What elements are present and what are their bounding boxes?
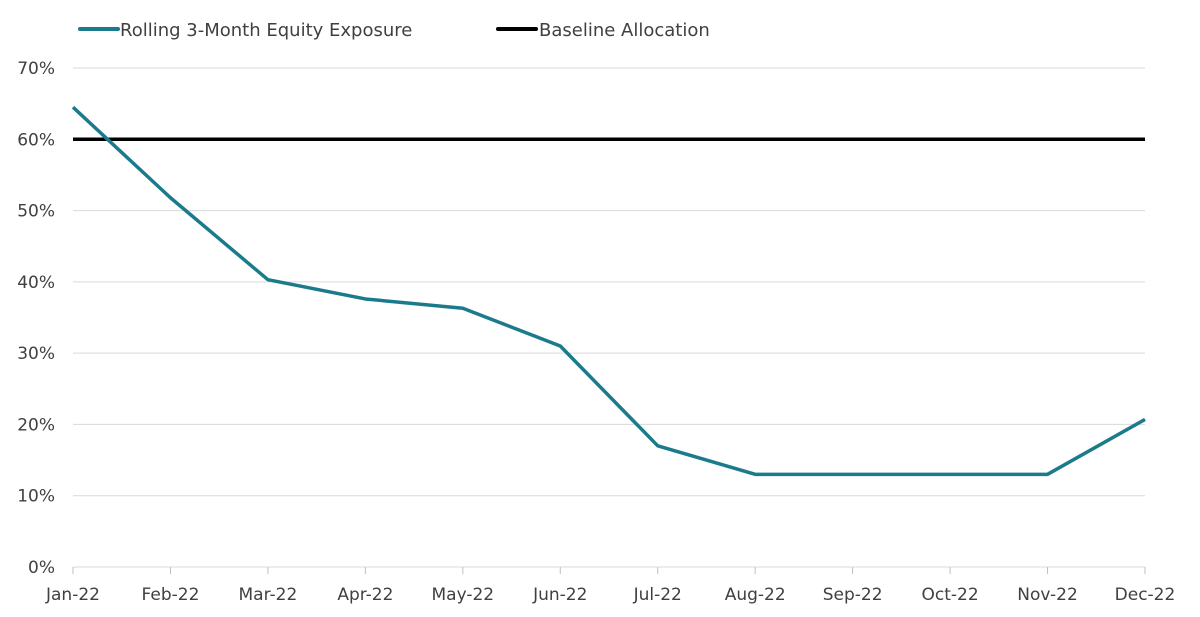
x-tick-label: Jul-22	[633, 585, 682, 605]
series-line-rolling-exposure	[71, 105, 1146, 477]
y-tick-label: 50%	[17, 202, 55, 222]
y-tick-label: 10%	[17, 487, 55, 507]
y-axis: 0% 10% 20% 30% 40% 50% 60% 70%	[17, 59, 55, 578]
x-tick-label: May-22	[432, 585, 495, 605]
y-tick-label: 40%	[17, 273, 55, 293]
legend: Rolling 3-Month Equity Exposure Baseline…	[78, 20, 710, 41]
x-tick-label: Aug-22	[725, 585, 786, 605]
x-tick-label: Nov-22	[1017, 585, 1078, 605]
gridlines	[73, 67, 1145, 497]
y-tick-label: 20%	[17, 415, 55, 435]
x-tick-label: Jan-22	[45, 585, 100, 605]
series-lines	[71, 105, 1146, 477]
legend-label-rolling-exposure: Rolling 3-Month Equity Exposure	[120, 20, 412, 41]
legend-label-baseline: Baseline Allocation	[539, 20, 710, 41]
x-tick-label: Oct-22	[922, 585, 979, 605]
x-tick-label: Feb-22	[142, 585, 200, 605]
x-tick-label: Sep-22	[823, 585, 883, 605]
x-tick-label: Mar-22	[239, 585, 298, 605]
y-tick-label: 70%	[17, 59, 55, 79]
y-tick-label: 30%	[17, 344, 55, 364]
y-tick-label: 60%	[17, 130, 55, 150]
y-tick-label: 0%	[28, 558, 55, 578]
x-axis: Jan-22 Feb-22 Mar-22 Apr-22 May-22 Jun-22 Jul-…	[45, 566, 1176, 605]
x-tick-label: Apr-22	[337, 585, 393, 605]
x-tick-label: Dec-22	[1115, 585, 1176, 605]
x-tick-label: Jun-22	[532, 585, 587, 605]
